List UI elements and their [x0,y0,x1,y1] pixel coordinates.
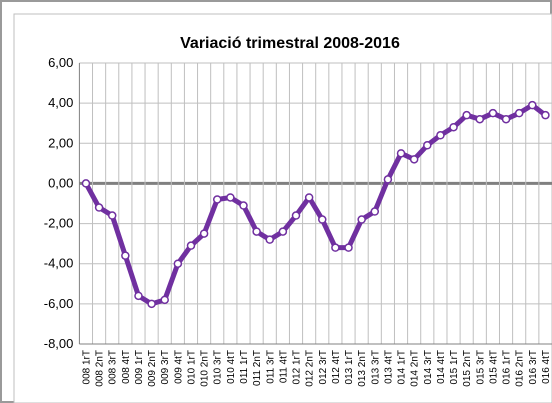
data-point [383,175,393,184]
data-point [291,211,301,220]
y-tick-label: 4,00 [48,95,73,110]
data-point [304,193,314,202]
x-tick-label: 011 1rT [239,350,250,384]
data-point [134,291,143,301]
data-point [186,241,196,250]
x-tick-label: 012 3rT [318,350,329,384]
x-tick-label: 013 2nT [357,350,368,387]
chart-area [13,13,552,403]
y-tick-label: 6,00 [48,55,73,70]
data-point [409,155,419,164]
data-point [462,110,471,120]
x-tick-label: 014 3rT [423,350,434,384]
y-tick-label: -4,00 [44,256,74,271]
y-tick-label: -6,00 [44,296,74,311]
x-tick-label: 010 4tT [226,350,237,384]
data-point [475,114,485,124]
data-point [436,131,445,140]
x-tick-label: 008 4tT [121,350,132,384]
x-tick-label: 016 4tT [541,350,552,384]
x-tick-label: 009 3rT [160,350,171,384]
x-tick-label: 012 1rT [292,350,303,384]
x-tick-label: 013 4tT [383,350,394,384]
data-point [173,259,183,268]
data-point [212,195,222,204]
x-tick-label: 009 2nT [147,350,158,387]
x-tick-label: 010 1rT [186,350,197,384]
data-point [357,215,366,224]
data-point [81,179,91,188]
x-tick-label: 012 2nT [305,350,316,387]
x-tick-label: 015 2nT [462,350,473,387]
x-tick-label: 016 1rT [502,350,513,384]
data-point [344,243,353,252]
x-tick-label: 013 3rT [370,350,381,384]
x-tick-label: 012 4tT [331,350,342,384]
x-tick-label: 010 3rT [213,350,224,384]
data-point [331,243,340,252]
data-point [423,141,432,150]
x-tick-label: 008 3rT [108,350,119,384]
data-point [121,251,130,260]
x-tick-label: 008 2nT [95,350,106,387]
data-point [278,227,288,236]
chart-title: Variació trimestral 2008-2016 [180,35,400,52]
x-tick-label: 014 1rT [397,350,408,384]
data-point [318,215,327,224]
data-point [147,299,156,309]
data-point [160,295,169,305]
data-point [449,122,458,132]
x-tick-label: 015 3rT [475,350,486,384]
x-tick-label: 014 2nT [410,350,421,387]
data-point [226,193,235,202]
y-tick-label: -2,00 [44,216,74,231]
data-point [199,229,209,238]
data-point [488,108,498,118]
data-point [528,100,537,110]
x-tick-label: 016 3rT [528,350,539,384]
x-tick-label: 008 1rT [81,350,92,384]
x-tick-label: 011 2nT [252,350,263,386]
x-tick-label: 011 4tT [278,350,289,383]
data-point [107,211,117,220]
x-tick-label: 015 1rT [449,350,460,384]
x-tick-label: 016 2nT [515,350,526,387]
data-point [94,203,104,212]
grid [78,62,552,345]
data-point [265,235,275,244]
x-tick-label: 009 1rT [134,350,145,384]
y-tick-label: -8,00 [44,336,74,351]
x-tick-label: 009 4tT [173,350,184,384]
data-point [514,108,524,118]
x-tick-label: 011 3rT [265,350,276,384]
data-point [541,110,550,120]
x-tick-label: 010 2nT [200,350,211,387]
y-tick-label: 0,00 [48,175,73,190]
data-point [252,227,261,236]
marks [81,100,550,309]
x-tick-label: 013 1rT [344,350,355,384]
y-tick-label: 2,00 [48,135,73,150]
data-point [396,149,406,158]
data-point [239,201,248,210]
x-tick-label: 015 4tT [488,350,499,384]
data-point [501,114,511,124]
x-tick-label: 014 4tT [436,350,447,384]
data-point [370,207,380,216]
